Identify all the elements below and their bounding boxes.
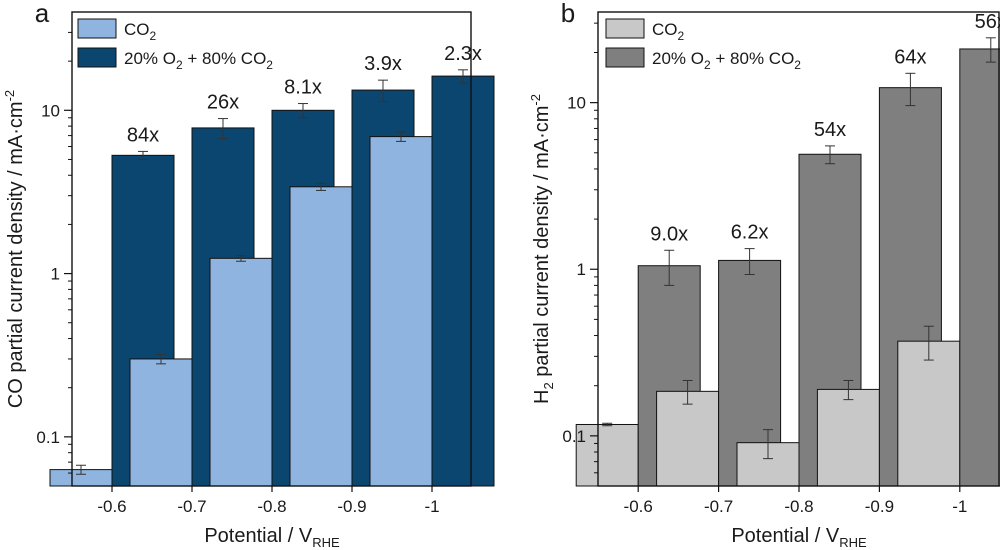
ratio-label: 26x	[207, 92, 239, 114]
x-axis-label-subscript: RHE	[312, 535, 340, 550]
bar-co2-1	[656, 390, 720, 487]
y-axis-label: CO partial current density / mA·cm-2	[2, 90, 27, 408]
legend-text: + 80% CO	[183, 49, 267, 68]
x-axis-label: Potential / VRHE	[204, 525, 340, 550]
legend-subscript: 2	[678, 29, 685, 43]
legend-text: + 80% CO	[711, 49, 795, 68]
legend-subscript: 2	[704, 58, 711, 72]
ratio-label: 9.0x	[650, 223, 688, 245]
y-axis-label: H2 partial current density / mA·cm-2	[528, 94, 556, 404]
legend-text: CO	[652, 20, 678, 39]
x-tick-label: -0.7	[704, 497, 733, 516]
ratio-label: 3.9x	[364, 53, 402, 75]
legend-subscript: 2	[266, 58, 273, 72]
bar-o2-co2-4	[959, 48, 1000, 487]
y-tick-label: 10	[567, 94, 586, 113]
bar-co2-3	[289, 186, 353, 487]
x-axis-label-subscript: RHE	[839, 535, 867, 550]
chart-panel-b: b 9.0x -0.6 6.2x -0.7 54x -0.8 64x -0.9 56x -1 0.1 1…	[528, 0, 1000, 550]
y-tick-label: 10	[41, 101, 60, 120]
x-axis-label-text: Potential / V	[731, 525, 840, 547]
ratio-label: 8.1x	[284, 77, 322, 99]
legend-swatch	[77, 18, 117, 39]
ratio-label: 64x	[894, 46, 926, 68]
x-tick-label: -0.6	[624, 497, 653, 516]
x-tick-label: -0.9	[865, 497, 894, 516]
bar-co2-2	[209, 257, 273, 487]
y-axis-label-text: partial current density / mA·cm	[531, 106, 553, 383]
y-tick-label: 0.1	[36, 428, 60, 447]
legend-label: CO2	[124, 20, 157, 43]
plot-frame	[597, 11, 1000, 487]
y-tick-label: 0.1	[562, 427, 586, 446]
legend-swatch	[77, 47, 117, 68]
panel-label: a	[35, 0, 50, 28]
legend-label: 20% O2 + 80% CO2	[652, 49, 801, 72]
x-tick-label: -1	[424, 497, 439, 516]
legend-subscript: 2	[176, 58, 183, 72]
x-axis-label-text: Potential / V	[204, 525, 313, 547]
legend-label: 20% O2 + 80% CO2	[124, 49, 273, 72]
legend-swatch	[605, 47, 645, 68]
legend-swatch	[605, 18, 645, 39]
x-axis-label: Potential / VRHE	[731, 525, 867, 550]
ratio-label: 54x	[814, 119, 846, 141]
chart-panel-a: a 84x -0.6 26x -0.7 8.1x -0.8 3.9x -0.9 2.3x -1 0.1…	[2, 0, 495, 550]
legend-label: CO2	[652, 20, 685, 43]
ratio-label: 2.3x	[444, 43, 482, 65]
bar-co2-4	[897, 340, 961, 487]
plot-frame	[71, 11, 472, 487]
bar-co2-3	[816, 388, 880, 487]
legend-text: CO	[124, 20, 150, 39]
x-tick-label: -0.8	[257, 497, 286, 516]
ratio-label: 6.2x	[731, 222, 769, 244]
y-axis-label-text: H	[531, 390, 553, 404]
bar-o2-co2-4	[431, 75, 495, 487]
x-tick-label: -0.7	[177, 497, 206, 516]
legend-text: 20% O	[652, 49, 704, 68]
ratio-label: 56x	[975, 11, 1000, 33]
ratio-label: 84x	[127, 124, 159, 146]
x-tick-label: -0.6	[97, 497, 126, 516]
legend-subscript: 2	[794, 58, 801, 72]
panel-label: b	[561, 0, 575, 28]
bar-co2-4	[369, 136, 433, 487]
y-axis-label-superscript: -2	[528, 94, 543, 106]
x-tick-label: -0.8	[784, 497, 813, 516]
legend-subscript: 2	[150, 29, 157, 43]
bar-co2-1	[129, 358, 193, 487]
bar-co2-0	[575, 423, 639, 487]
x-tick-label: -1	[952, 497, 967, 516]
y-axis-label-text: CO partial current density / mA·cm	[5, 101, 27, 408]
y-axis-label-subscript: 2	[541, 382, 556, 389]
legend-text: 20% O	[124, 49, 176, 68]
y-axis-label-superscript: -2	[2, 90, 17, 102]
y-tick-label: 1	[577, 260, 586, 279]
x-tick-label: -0.9	[337, 497, 366, 516]
y-tick-label: 1	[51, 265, 60, 284]
